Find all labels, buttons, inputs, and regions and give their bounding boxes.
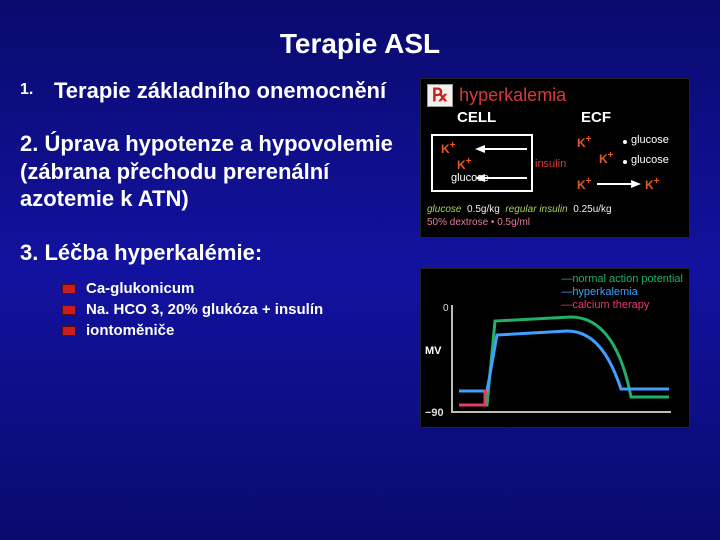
dot-icon xyxy=(623,140,627,144)
slide: Terapie ASL 1. Terapie základního onemoc… xyxy=(0,0,720,540)
item-2-text: Úprava hypotenze a hypovolemie (zábrana … xyxy=(20,131,393,211)
bullet-icon xyxy=(62,326,76,336)
dose-val: 0.25u/kg xyxy=(573,204,611,215)
glucose-label: glucose xyxy=(631,154,669,166)
mv-label: MV xyxy=(425,345,442,357)
k-plus-label: K+ xyxy=(577,176,592,192)
slide-title: Terapie ASL xyxy=(0,0,720,60)
arrow-left-icon xyxy=(475,174,485,182)
bullet-list: Ca-glukonicum Na. HCO 3, 20% glukóza + i… xyxy=(20,280,420,339)
item-1-text: Terapie základního onemocnění xyxy=(54,78,420,104)
item-2: 2. Úprava hypotenze a hypovolemie (zábra… xyxy=(20,130,420,213)
curve-calcium xyxy=(459,391,487,405)
k-plus-label: K+ xyxy=(599,150,614,166)
k-plus-label: K+ xyxy=(441,140,456,156)
neg90-label: −90 xyxy=(425,407,444,419)
dose-word: glucose xyxy=(427,204,461,215)
arrow-icon xyxy=(483,177,527,179)
insulin-label: insulin xyxy=(535,158,566,170)
bullet-icon xyxy=(62,284,76,294)
dose-val: 0.5g/kg xyxy=(467,204,500,215)
figure-column: ℞ hyperkalemia CELL ECF K+ K+ xyxy=(420,78,700,428)
ap-plot xyxy=(451,305,675,413)
dose-word: regular insulin xyxy=(505,204,567,215)
k-plus-label: K+ xyxy=(577,134,592,150)
dose-lines: glucose 0.5g/kg regular insulin 0.25u/kg… xyxy=(427,204,683,229)
dot-icon xyxy=(623,160,627,164)
arrow-icon xyxy=(483,148,527,150)
text-column: 1. Terapie základního onemocnění 2. Úpra… xyxy=(20,78,420,428)
item-3-number: 3. xyxy=(20,240,38,265)
bullet-icon xyxy=(62,305,76,315)
hyperkalemia-diagram: ℞ hyperkalemia CELL ECF K+ K+ xyxy=(420,78,690,238)
rx-icon: ℞ xyxy=(427,84,453,107)
content-row: 1. Terapie základního onemocnění 2. Úpra… xyxy=(0,78,720,428)
action-potential-diagram: —normal action potential —hyperkalemia —… xyxy=(420,268,690,428)
bullet-item: iontoměniče xyxy=(62,322,420,339)
bullet-item: Ca-glukonicum xyxy=(62,280,420,297)
bullet-text: iontoměniče xyxy=(86,322,174,339)
item-3-text: Léčba hyperkalémie: xyxy=(44,240,262,265)
item-1-number: 1. xyxy=(20,78,54,99)
zero-label: 0 xyxy=(443,303,449,314)
bullet-text: Na. HCO 3, 20% glukóza + insulín xyxy=(86,301,323,318)
item-3: 3. Léčba hyperkalémie: xyxy=(20,239,420,267)
item-1: 1. Terapie základního onemocnění xyxy=(20,78,420,104)
dose-line-2: 50% dextrose • 0.5g/ml xyxy=(427,217,530,228)
k-plus-label: K+ xyxy=(457,156,472,172)
arrow-left-icon xyxy=(475,145,485,153)
legend-normal: —normal action potential xyxy=(561,273,683,286)
ecf-header: ECF xyxy=(555,109,611,126)
item-2-number: 2. xyxy=(20,131,38,156)
hyperkalemia-label: hyperkalemia xyxy=(459,85,566,106)
bullet-item: Na. HCO 3, 20% glukóza + insulín xyxy=(62,301,420,318)
arrow-right-icon xyxy=(631,180,641,188)
glucose-label: glucose xyxy=(631,134,669,146)
cell-header: CELL xyxy=(427,109,555,126)
bullet-text: Ca-glukonicum xyxy=(86,280,194,297)
k-plus-label: K+ xyxy=(645,176,660,192)
cell-ecf-box: K+ K+ glucose insulin xyxy=(427,128,683,202)
arrow-icon xyxy=(597,183,631,185)
legend-hyperkalemia: —hyperkalemia xyxy=(561,286,683,299)
